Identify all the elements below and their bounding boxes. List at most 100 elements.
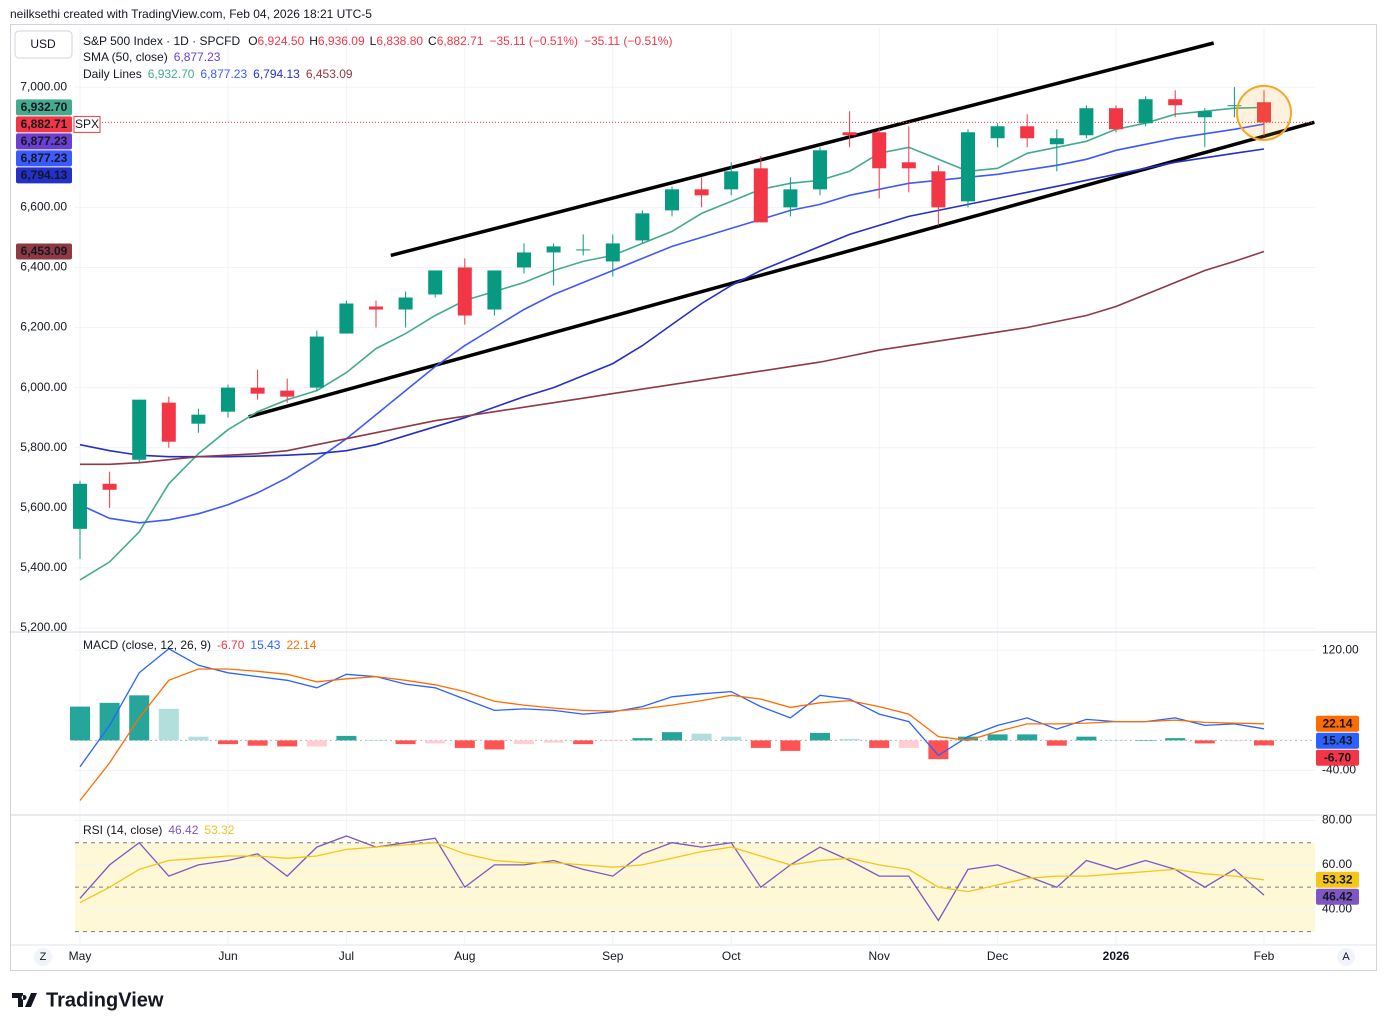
histogram-bar: [70, 706, 90, 741]
candle-body: [813, 150, 827, 190]
zoom-button[interactable]: [34, 948, 52, 966]
candle-body: [665, 189, 679, 211]
moving-average: [79, 106, 1265, 581]
candle-body: [635, 213, 650, 241]
histogram-bar: [810, 732, 830, 741]
symbol-legend: S&P 500 Index · 1D · SPCFD O6,924.50 H6,93…: [83, 34, 672, 48]
ohlc-value: 6,882.71: [437, 34, 484, 48]
macd-legend: MACD (close, 12, 26, 9) -6.70 15.43 22.14: [83, 638, 317, 652]
candle-body: [605, 243, 620, 262]
price-badge: [1316, 749, 1359, 766]
histogram-bar: [898, 740, 919, 748]
price-badge-label: 6,453.09: [21, 244, 68, 258]
candle-body: [309, 336, 324, 388]
auto-button[interactable]: [1337, 948, 1355, 966]
price-badge: [16, 99, 72, 116]
trendline: [390, 41, 1215, 258]
candle-body: [931, 171, 946, 208]
candle-body: [1109, 108, 1123, 130]
ohlc-value: 6,936.09: [318, 34, 365, 48]
price-badge: [1316, 871, 1359, 888]
histogram-bar: [780, 740, 801, 751]
candle-body: [1020, 126, 1035, 139]
price-badge-label: 6,882.71: [21, 117, 68, 131]
candle-body: [1049, 138, 1064, 145]
histogram-bar: [750, 740, 771, 748]
zoom-label[interactable]: Z: [40, 951, 47, 963]
histogram-bar: [602, 740, 623, 742]
price-badge: [1316, 888, 1359, 905]
x-tick-label: Sep: [602, 949, 624, 963]
histogram-bar: [1106, 740, 1126, 741]
price-badge-label: 6,932.70: [21, 100, 68, 114]
histogram-bar: [928, 740, 949, 760]
candle-body: [517, 252, 531, 268]
histogram-bar: [484, 740, 505, 750]
y-tick-label: 80.00: [1322, 813, 1352, 827]
ohlc-label: H: [309, 34, 318, 48]
candle-body: [369, 306, 383, 310]
price-badge: [16, 150, 72, 167]
candle-body: [457, 267, 472, 316]
macd-value: 15.43: [250, 638, 280, 652]
candle-body: [990, 126, 1005, 139]
x-tick-label: Dec: [987, 949, 1008, 963]
ohlc-label: C: [428, 34, 437, 48]
y-tick-label: 6,000.00: [20, 380, 67, 394]
trendline: [248, 120, 1315, 419]
sma-legend: SMA (50, close) 6,877.23: [83, 50, 221, 64]
histogram-bar: [662, 732, 682, 741]
sma-value: 6,877.23: [174, 50, 221, 64]
candle-body: [783, 189, 798, 208]
price-badge-label: 46.42: [1322, 889, 1352, 903]
candle-body: [694, 189, 709, 196]
price-badge-label: -6.70: [1324, 750, 1352, 764]
sma-label: SMA (50, close): [83, 50, 168, 64]
candle-body: [1168, 99, 1183, 106]
candle-body: [724, 171, 739, 190]
price-badge-label: 22.14: [1322, 716, 1352, 730]
histogram-bar: [306, 740, 327, 747]
histogram-bar: [987, 734, 1008, 741]
histogram-bar: [1224, 740, 1245, 742]
histogram-bar: [632, 738, 653, 741]
line-value: 6,794.13: [253, 67, 300, 81]
rsi-value: 53.32: [204, 823, 234, 837]
x-tick-label: 2026: [1103, 949, 1130, 963]
macd-line: [79, 668, 1265, 801]
histogram-bar: [1254, 740, 1274, 746]
currency-box[interactable]: [14, 30, 73, 59]
histogram-bar: [277, 740, 298, 747]
y-tick-label: 60.00: [1322, 857, 1352, 871]
moving-average: [80, 250, 1265, 466]
histogram-bar: [573, 740, 594, 745]
histogram-bar: [158, 708, 179, 741]
x-tick-label: Feb: [1254, 949, 1275, 963]
histogram-bar: [958, 736, 978, 741]
price-badge-label: 6,877.23: [21, 134, 68, 148]
macd-line: [79, 648, 1265, 768]
price-badge: [1316, 732, 1359, 749]
histogram-bar: [1135, 740, 1156, 741]
rsi-value: 46.42: [168, 823, 198, 837]
price-badge: [16, 167, 72, 184]
candle-body: [487, 270, 502, 310]
price-badge: [16, 133, 72, 150]
attribution: neilksethi created with TradingView.com,…: [10, 7, 372, 21]
candle-body: [1197, 111, 1212, 118]
brand-name: TradingView: [46, 989, 164, 1011]
change: −35.11 (−0.51%): [489, 34, 578, 48]
currency[interactable]: USD: [30, 37, 56, 51]
y-tick-label: 6,400.00: [20, 260, 67, 274]
line-value: 6,932.70: [148, 67, 195, 81]
price-badge: [1316, 715, 1359, 732]
auto-label[interactable]: A: [1342, 951, 1350, 963]
histogram-bar: [366, 740, 386, 741]
moving-average: [79, 123, 1265, 524]
candle-body: [1138, 99, 1153, 124]
line-value: 6,453.09: [306, 67, 353, 81]
histogram-bar: [543, 740, 564, 743]
candle-body: [872, 132, 887, 169]
candle-body: [1079, 108, 1094, 136]
